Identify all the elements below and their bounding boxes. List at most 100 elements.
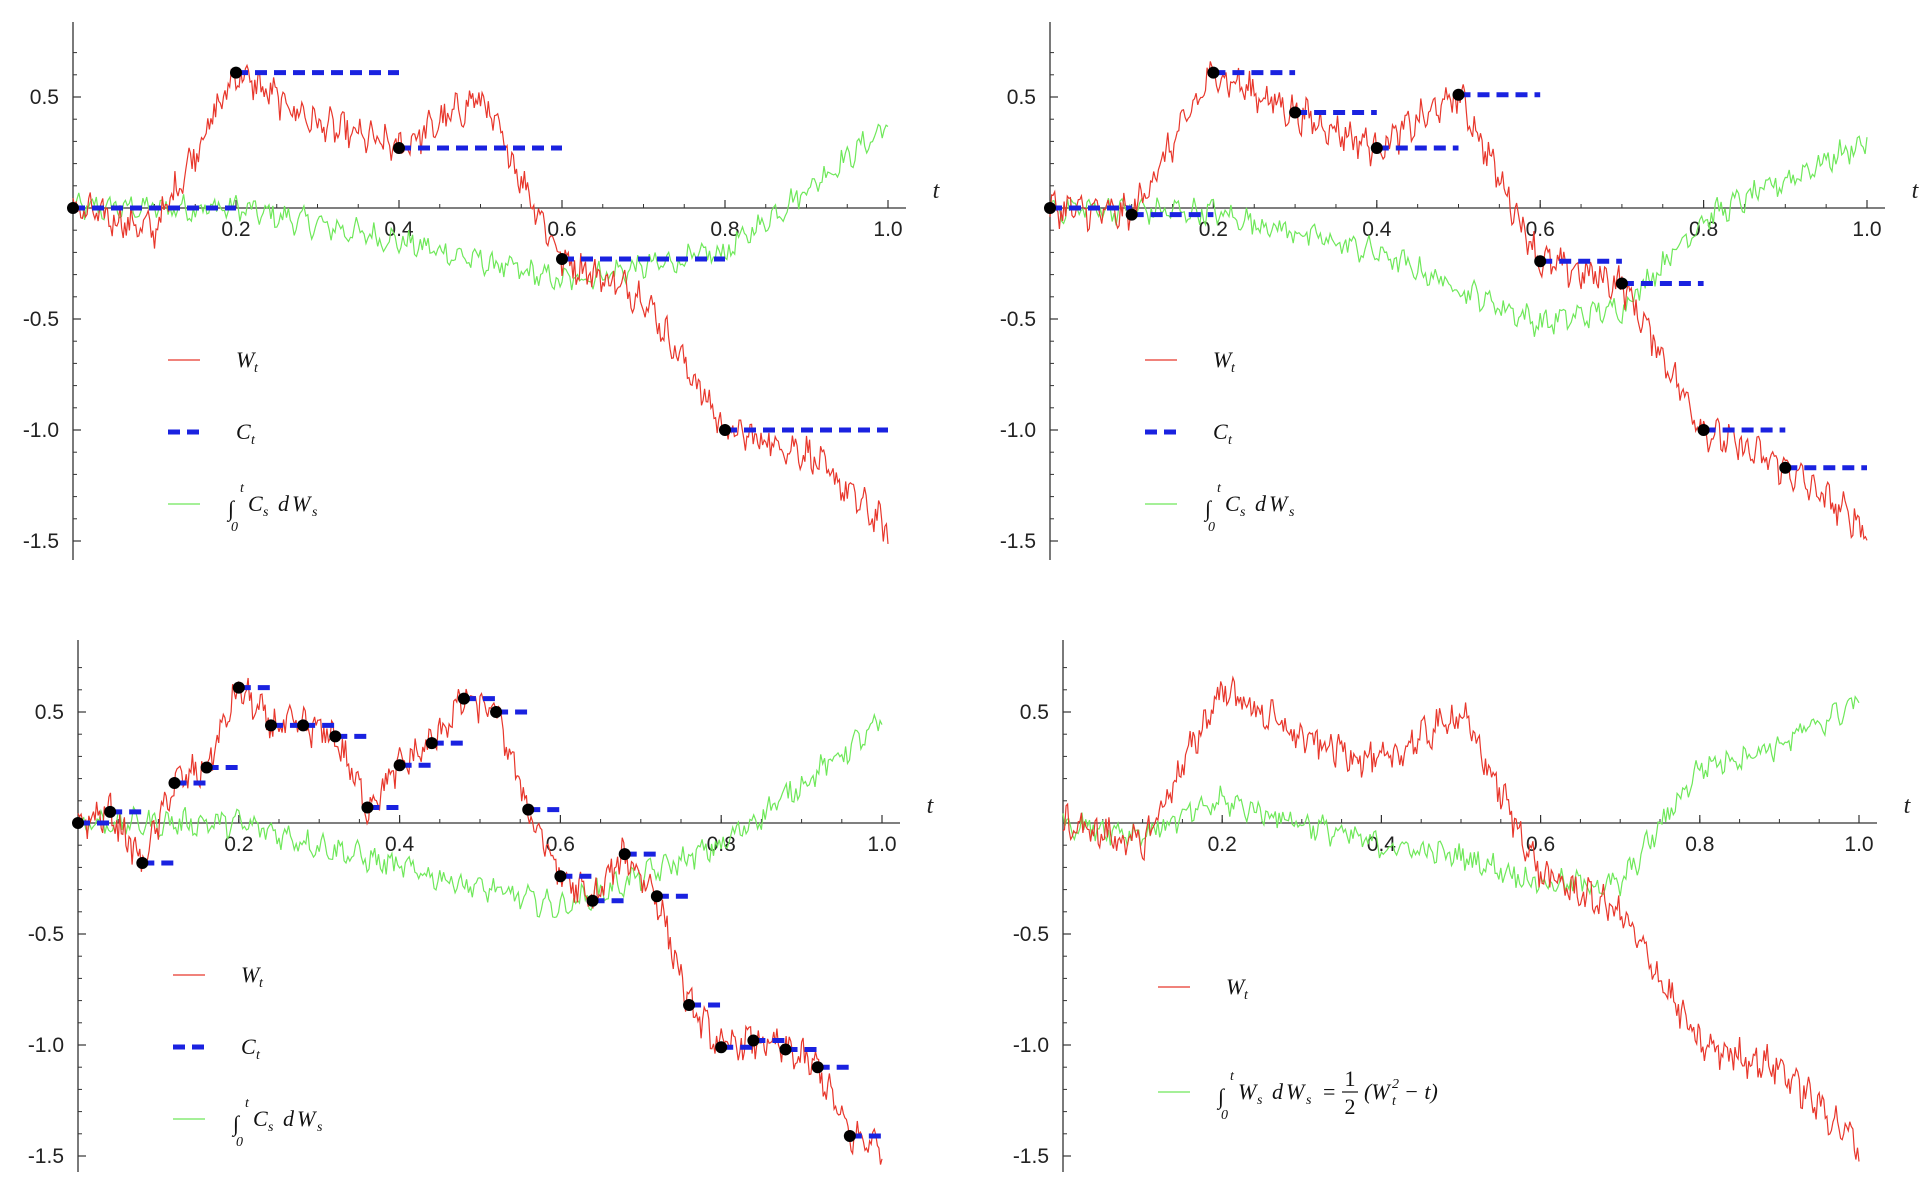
step-point [1289, 106, 1302, 119]
y-tick-label: -0.5 [23, 308, 59, 331]
x-tick-label: 0.4 [1362, 218, 1392, 241]
integral-series-line [1062, 695, 1860, 897]
x-tick-label: 0.4 [1367, 833, 1397, 856]
legend-integral-c-sub: s [1240, 505, 1246, 520]
legend-integral-w: W [297, 1106, 317, 1131]
legend-integral-w-sub: s [1289, 505, 1295, 520]
legend-step-sub: t [251, 433, 256, 448]
y-tick-label: -1.0 [1000, 419, 1036, 442]
legend-integral-c: C [1225, 491, 1240, 516]
integral-series-line [72, 123, 889, 291]
x-tick-label: 0.6 [546, 833, 575, 856]
y-tick-label: -0.5 [28, 923, 64, 946]
legend-integral-c-sub: s [268, 1120, 274, 1135]
legend-integral-d: d [283, 1106, 295, 1131]
y-tick-label: -1.0 [28, 1034, 64, 1057]
x-tick-label: 0.2 [224, 833, 253, 856]
chart-panel-top-left: 0.2 0.4 0.6 0.8 1.00.5-0.5-1.0-1.5tW tC t∫t0C s… [23, 22, 941, 560]
legend-ito-w: W [1238, 1079, 1258, 1104]
step-point [1044, 202, 1056, 214]
legend-integral-c: C [248, 491, 263, 516]
y-tick-label: -1.5 [28, 1145, 64, 1168]
x-tick-label: 1.0 [1852, 218, 1881, 241]
legend-ito-half-den: 2 [1345, 1094, 1356, 1119]
x-tick-label: 0.8 [1685, 833, 1714, 856]
x-tick-label: 0.2 [1208, 833, 1237, 856]
legend-integral-w-sub: s [312, 505, 318, 520]
integral-series-line [77, 712, 883, 919]
legend-integral-upper: t [245, 1096, 250, 1111]
legend-ito-w2: W [1286, 1079, 1306, 1104]
step-point [522, 803, 535, 816]
integral-series-line [1049, 135, 1868, 337]
x-axis-label: t [933, 178, 941, 204]
legend-ito-integral-sign: ∫ [1216, 1084, 1226, 1110]
y-tick-label: -1.5 [1013, 1145, 1049, 1168]
wiener-series-line [72, 63, 889, 544]
step-point [264, 719, 277, 732]
legend-ito-sup: 2 [1392, 1077, 1399, 1092]
step-point [72, 817, 84, 829]
x-tick-label: 0.4 [385, 833, 415, 856]
x-tick-label: 0.2 [221, 218, 250, 241]
legend-ito-equals: = [1323, 1079, 1335, 1104]
step-point [230, 66, 242, 79]
step-point [393, 759, 406, 772]
step-point [67, 202, 79, 214]
y-tick-label: 0.5 [1007, 86, 1036, 109]
legend-ito-w2-sub: s [1306, 1093, 1312, 1108]
wiener-series-line [1049, 61, 1868, 541]
legend-wiener-sub: t [1244, 988, 1249, 1003]
legend-integral-upper: t [240, 481, 245, 496]
step-point [361, 801, 374, 814]
step-point [200, 761, 213, 774]
chart-panel-bottom-right: 0.2 0.4 0.6 0.8 1.00.5-0.5-1.0-1.5tW t∫t0W s d W… [1013, 640, 1912, 1172]
legend-step-sub: t [256, 1048, 261, 1063]
legend-step-label: C [1213, 419, 1228, 444]
legend-integral-sign: ∫ [1203, 496, 1213, 522]
chart-panel-top-right: 0.2 0.4 0.6 0.8 1.00.5-0.5-1.0-1.5tW tC t∫t0C s… [1000, 22, 1920, 560]
wiener-series-line [77, 677, 883, 1165]
legend-wiener-label: W [1226, 974, 1246, 999]
legend-step-label: C [241, 1034, 256, 1059]
x-tick-label: 0.6 [1526, 833, 1555, 856]
y-tick-label: -1.5 [23, 530, 59, 553]
step-point [811, 1061, 824, 1074]
y-tick-label: -0.5 [1000, 308, 1036, 331]
step-point [104, 805, 117, 818]
legend-integral-lower: 0 [231, 520, 238, 535]
step-point [1452, 88, 1465, 101]
legend-wiener-label: W [241, 962, 261, 987]
step-point [168, 777, 181, 790]
step-point [719, 424, 731, 436]
y-tick-label: -1.5 [1000, 530, 1036, 553]
x-tick-label: 0.6 [547, 218, 576, 241]
legend-wiener-sub: t [259, 976, 264, 991]
step-point [490, 706, 503, 718]
step-point [1615, 277, 1628, 290]
legend-ito-half-num: 1 [1345, 1066, 1356, 1091]
step-point [650, 890, 663, 903]
legend-integral-lower: 0 [236, 1135, 243, 1150]
x-tick-label: 0.6 [1526, 218, 1555, 241]
legend-step-label: C [236, 419, 251, 444]
legend-integral-d: d [278, 491, 290, 516]
legend-ito-lower: 0 [1221, 1108, 1228, 1123]
legend-integral-d: d [1255, 491, 1267, 516]
step-point [297, 719, 310, 732]
legend-integral-w-sub: s [317, 1120, 323, 1135]
x-axis-label: t [1904, 793, 1912, 819]
step-point [683, 999, 696, 1012]
legend-integral-c: C [253, 1106, 268, 1131]
legend-wiener-sub: t [1231, 361, 1236, 376]
step-point [329, 730, 342, 743]
x-axis-label: t [1912, 178, 1920, 204]
legend-ito-close: − t) [1404, 1079, 1438, 1104]
step-point [747, 1034, 760, 1047]
step-point [1534, 255, 1547, 268]
y-tick-label: -0.5 [1013, 923, 1049, 946]
step-point [586, 894, 599, 907]
